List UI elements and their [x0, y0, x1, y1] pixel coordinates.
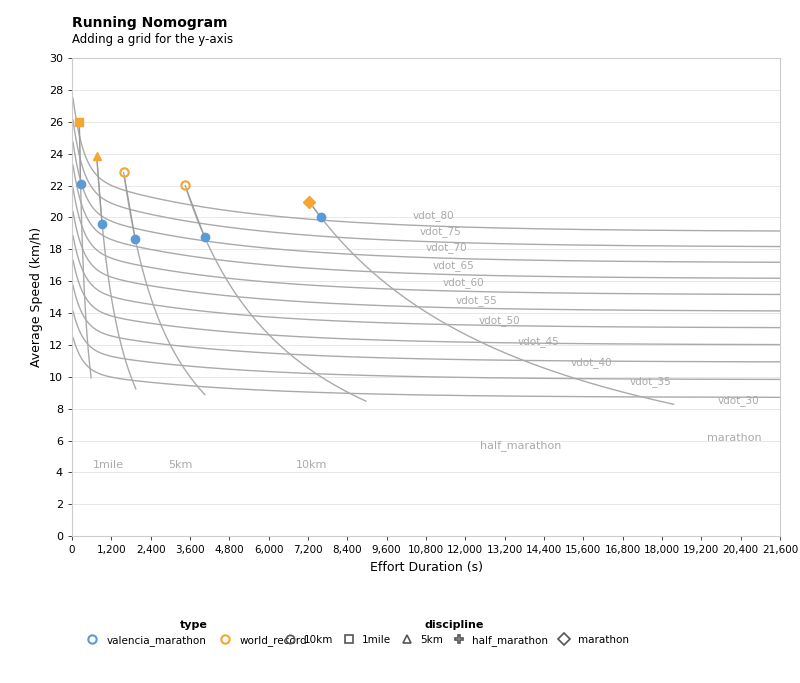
Text: vdot_55: vdot_55 [455, 295, 498, 306]
Text: vdot_65: vdot_65 [433, 260, 474, 270]
Text: half_marathon: half_marathon [480, 441, 562, 451]
Text: Adding a grid for the y-axis: Adding a grid for the y-axis [72, 33, 233, 46]
Text: vdot_40: vdot_40 [570, 357, 612, 368]
Text: vdot_60: vdot_60 [442, 277, 484, 288]
Text: Running Nomogram: Running Nomogram [72, 16, 227, 29]
X-axis label: Effort Duration (s): Effort Duration (s) [370, 561, 482, 574]
Text: vdot_45: vdot_45 [518, 336, 559, 347]
Text: vdot_35: vdot_35 [630, 376, 671, 387]
Text: 5km: 5km [168, 460, 192, 470]
Text: vdot_70: vdot_70 [426, 242, 468, 253]
Text: vdot_50: vdot_50 [478, 316, 520, 326]
Text: vdot_75: vdot_75 [419, 226, 461, 237]
Text: vdot_30: vdot_30 [718, 395, 759, 406]
Text: 10km: 10km [295, 460, 327, 470]
Legend: 10km, 1mile, 5km, half_marathon, marathon: 10km, 1mile, 5km, half_marathon, maratho… [275, 615, 633, 650]
Text: 1mile: 1mile [93, 460, 123, 470]
Y-axis label: Average Speed (km/h): Average Speed (km/h) [30, 227, 43, 367]
Text: vdot_80: vdot_80 [413, 210, 454, 221]
Text: marathon: marathon [706, 432, 762, 443]
